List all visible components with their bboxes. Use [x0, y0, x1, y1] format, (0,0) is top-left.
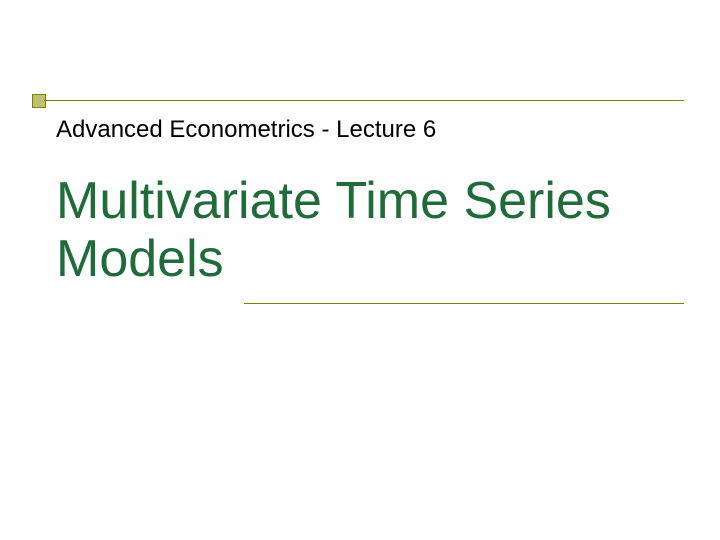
- slide: Advanced Econometrics - Lecture 6 Multiv…: [0, 0, 720, 540]
- slide-subtitle: Advanced Econometrics - Lecture 6: [56, 116, 656, 145]
- bottom-divider: [244, 303, 684, 304]
- slide-title: Multivariate Time Series Models: [56, 172, 676, 288]
- top-divider: [44, 100, 684, 101]
- accent-square: [32, 94, 46, 108]
